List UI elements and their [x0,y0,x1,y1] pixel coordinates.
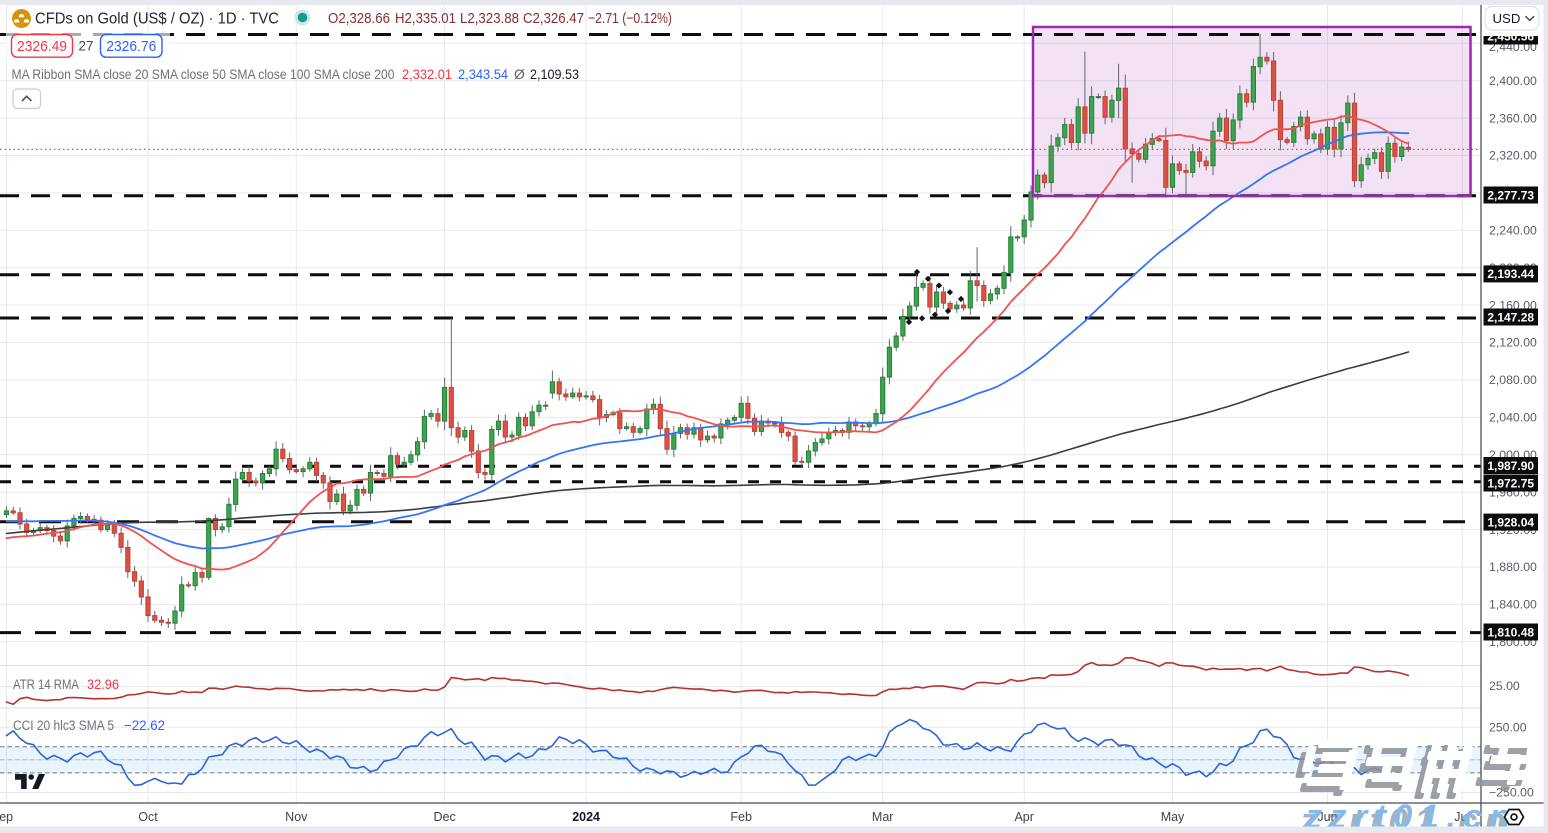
svg-text:2,080.00: 2,080.00 [1489,373,1537,387]
svg-text:2,193.44: 2,193.44 [1487,267,1534,281]
svg-text:May: May [1161,810,1185,824]
svg-text:Feb: Feb [730,810,752,824]
svg-text:Sep: Sep [0,810,13,824]
svg-text:2,320.00: 2,320.00 [1489,149,1537,163]
svg-text:Jun: Jun [1317,810,1337,824]
svg-text:−2.71 (−0.12%): −2.71 (−0.12%) [588,11,672,27]
svg-text:2,240.00: 2,240.00 [1489,224,1537,238]
svg-text:−250.00: −250.00 [1489,786,1534,800]
svg-text:Dec: Dec [433,810,455,824]
svg-text:27: 27 [79,38,94,53]
svg-text:2,120.00: 2,120.00 [1489,336,1537,350]
svg-text:32.96: 32.96 [87,677,119,692]
svg-text:CFDs on Gold (US$ / OZ) · 1D ·: CFDs on Gold (US$ / OZ) · 1D · TVC [35,11,279,28]
svg-text:2024: 2024 [572,810,600,824]
svg-text:25.00: 25.00 [1489,679,1520,693]
svg-text:2,450.56: 2,450.56 [1487,29,1534,43]
svg-text:1,972.75: 1,972.75 [1487,476,1534,490]
svg-text:1,987.90: 1,987.90 [1487,459,1534,473]
svg-text:Mar: Mar [872,810,894,824]
svg-text:2,147.28: 2,147.28 [1487,310,1534,324]
svg-text:1,840.00: 1,840.00 [1489,598,1537,612]
svg-text:Nov: Nov [285,810,308,824]
svg-text:1,928.04: 1,928.04 [1487,515,1534,529]
svg-text:2,040.00: 2,040.00 [1489,411,1537,425]
svg-text:CCI 20 hlc3 SMA 5: CCI 20 hlc3 SMA 5 [13,718,114,733]
svg-text:1,810.48: 1,810.48 [1487,625,1534,639]
svg-text:1,880.00: 1,880.00 [1489,560,1537,574]
svg-text:−22.62: −22.62 [124,718,165,733]
svg-text:MA Ribbon SMA close 20 SMA clo: MA Ribbon SMA close 20 SMA close 50 SMA … [12,67,395,82]
svg-text:2,343.54: 2,343.54 [458,67,508,82]
svg-text:Ø: Ø [514,67,525,82]
svg-text:2,360.00: 2,360.00 [1489,111,1537,125]
svg-text:ATR 14 RMA: ATR 14 RMA [13,677,79,692]
svg-text:2,109.53: 2,109.53 [530,67,579,82]
svg-text:2326.76: 2326.76 [106,39,156,55]
svg-text:Apr: Apr [1014,810,1033,824]
svg-text:250.00: 250.00 [1489,721,1527,735]
svg-text:USD: USD [1493,11,1521,26]
svg-text:2,277.73: 2,277.73 [1487,188,1534,202]
svg-text:2326.49: 2326.49 [17,39,67,55]
svg-text:L2,323.88: L2,323.88 [460,11,519,27]
svg-text:C2,326.47: C2,326.47 [523,11,584,27]
svg-text:2,400.00: 2,400.00 [1489,74,1537,88]
svg-text:O2,328.66: O2,328.66 [328,11,390,27]
svg-text:Oct: Oct [138,810,158,824]
svg-text:2,332.01: 2,332.01 [402,67,452,82]
svg-text:H2,335.01: H2,335.01 [395,11,456,27]
svg-text:Jul: Jul [1454,810,1470,824]
